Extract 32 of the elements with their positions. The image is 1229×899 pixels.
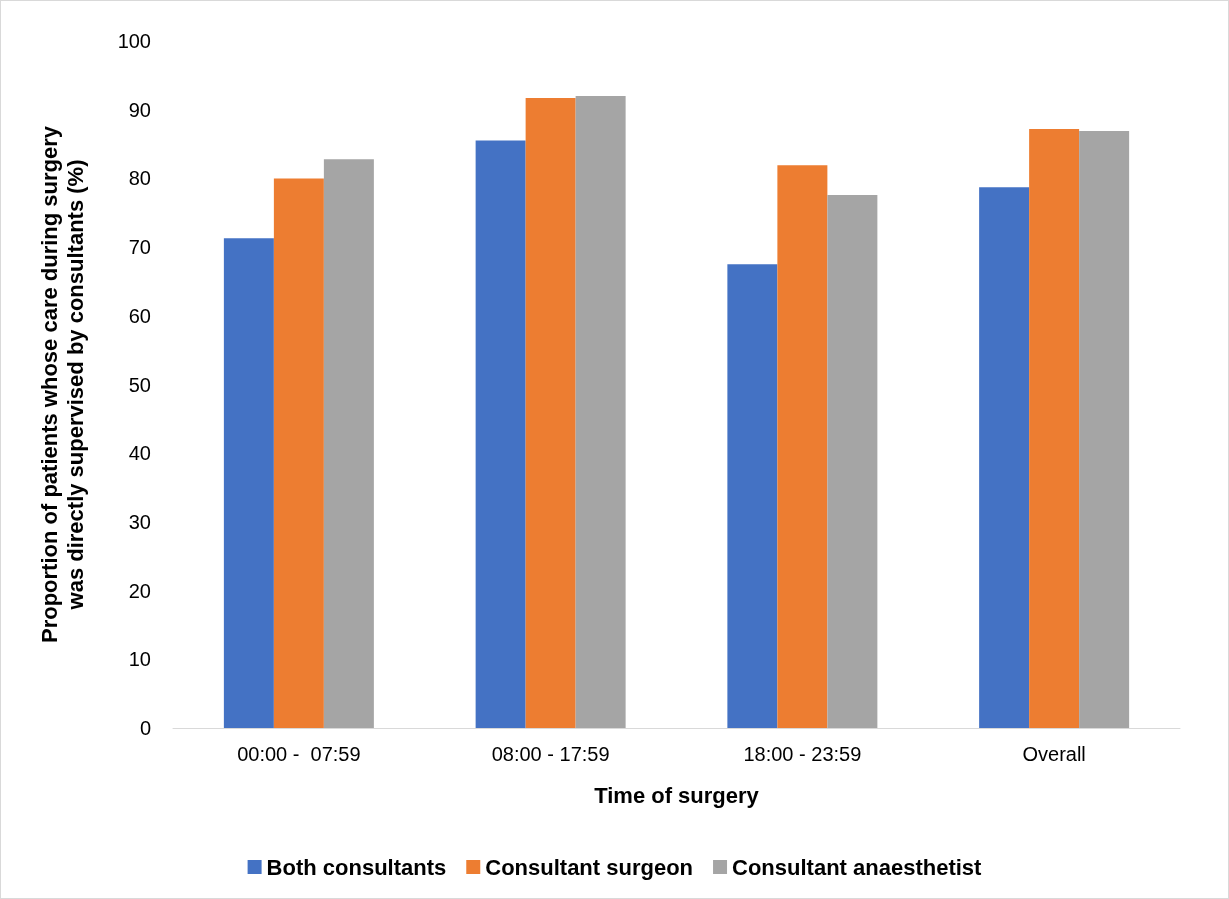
bar — [575, 95, 626, 728]
y-tick-label: 100 — [117, 30, 151, 52]
y-tick-label: 70 — [128, 236, 151, 259]
y-tick-label: 20 — [128, 579, 151, 602]
bar — [1029, 128, 1080, 728]
bar — [777, 165, 828, 728]
x-axis-title: Time of surgery — [594, 782, 760, 808]
y-tick-label: 0 — [139, 717, 151, 739]
y-tick-label: 30 — [128, 510, 151, 533]
bar — [727, 264, 778, 728]
bar — [525, 98, 576, 728]
y-tick-label: 90 — [128, 98, 151, 121]
x-tick-label: 08:00 - 17:59 — [491, 743, 610, 765]
y-axis-title: Proportion of patients whose care during surgery was directly supervised by consultants (%) — [36, 125, 88, 644]
bar — [323, 159, 374, 728]
legend-label: Both consultants — [266, 854, 447, 880]
bar — [223, 238, 274, 728]
x-tick-label: Overall — [1022, 743, 1086, 765]
y-tick-label: 40 — [128, 442, 151, 465]
bar — [475, 140, 526, 728]
legend-label: Consultant surgeon — [485, 854, 694, 880]
bar — [827, 194, 878, 728]
y-tick-label: 60 — [128, 304, 151, 327]
y-tick-label: 50 — [128, 373, 151, 396]
y-tick-label: 80 — [128, 167, 151, 190]
x-tick-label: 18:00 - 23:59 — [743, 743, 862, 765]
y-tick-label: 10 — [128, 648, 151, 671]
bar — [979, 187, 1030, 728]
legend-label: Consultant anaesthetist — [732, 854, 983, 880]
bar — [273, 178, 324, 728]
x-tick-label: 00:00 - 07:59 — [237, 743, 361, 765]
bar — [1079, 131, 1130, 728]
